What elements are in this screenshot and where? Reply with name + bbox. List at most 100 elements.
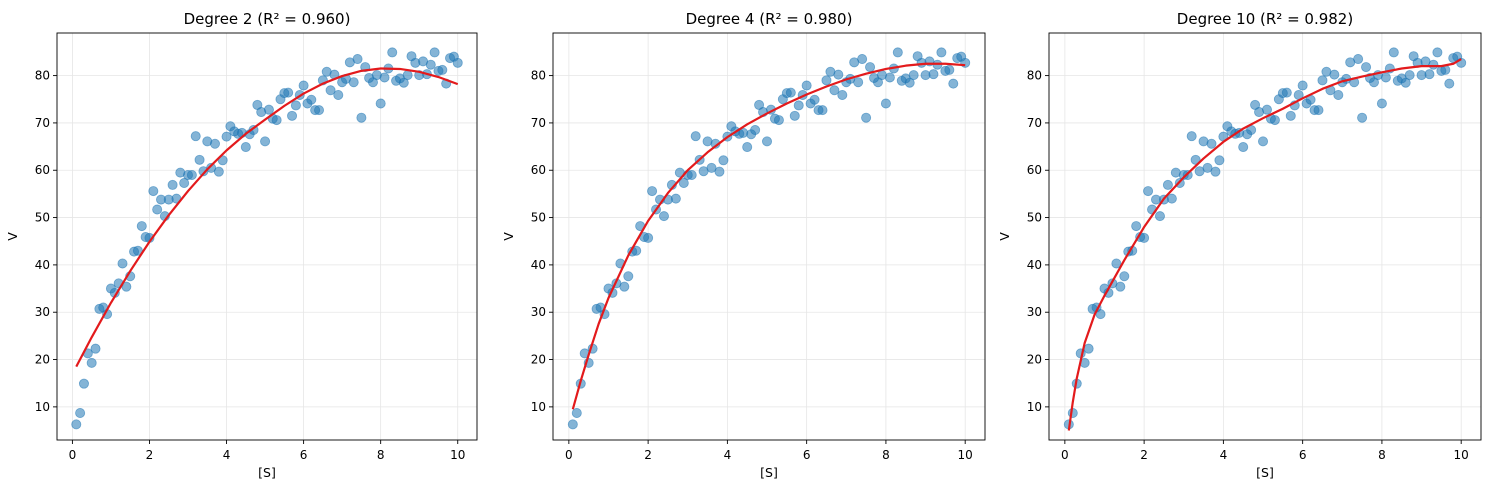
data-point	[1206, 138, 1217, 149]
data-point	[567, 419, 578, 430]
data-point	[452, 57, 463, 68]
fit-line	[75, 67, 459, 368]
data-point	[1258, 136, 1269, 147]
grid	[1049, 33, 1481, 440]
data-point	[1143, 186, 1154, 197]
data-point	[785, 87, 796, 98]
data-point	[90, 343, 101, 354]
data-point	[884, 72, 895, 83]
ticks: 0 2 4 6 8 10 10 20 30 40 50 60 70 80	[531, 69, 973, 462]
y-tick-label: 70	[531, 116, 546, 130]
x-tick-label: 4	[1220, 448, 1228, 462]
data-point	[348, 77, 359, 88]
data-point	[1190, 154, 1201, 165]
grid	[57, 33, 477, 440]
data-point	[209, 138, 220, 149]
data-point	[773, 115, 784, 126]
y-tick-label: 60	[531, 163, 546, 177]
data-point	[833, 69, 844, 80]
x-tick-label: 6	[1299, 448, 1307, 462]
data-point	[793, 100, 804, 111]
data-point	[240, 142, 251, 153]
data-point	[1111, 258, 1122, 269]
axes-frame	[56, 32, 478, 441]
y-tick-label: 80	[35, 69, 50, 83]
x-tick-label: 6	[803, 448, 811, 462]
data-point	[1202, 162, 1213, 173]
data-point	[706, 162, 717, 173]
data-point	[429, 47, 440, 58]
data-point	[857, 54, 868, 65]
data-point	[379, 72, 390, 83]
data-point	[837, 89, 848, 100]
data-point	[1210, 166, 1221, 177]
data-point	[375, 98, 386, 109]
data-point	[670, 193, 681, 204]
data-point	[287, 110, 298, 121]
data-point	[714, 166, 725, 177]
x-tick-label: 4	[724, 448, 732, 462]
data-point	[1166, 193, 1177, 204]
x-tick-label: 8	[1378, 448, 1386, 462]
data-point	[623, 271, 634, 282]
x-tick-label: 6	[300, 448, 308, 462]
data-point	[221, 131, 232, 142]
data-point	[437, 64, 448, 75]
data-point	[1404, 70, 1415, 81]
data-point	[1238, 142, 1249, 153]
y-tick-label: 70	[1027, 116, 1042, 130]
data-point	[314, 105, 325, 116]
y-tick-label: 20	[531, 353, 546, 367]
x-tick-label: 8	[377, 448, 385, 462]
data-point	[1424, 69, 1435, 80]
data-point	[1261, 104, 1272, 115]
subplot-degree-4: 0 2 4 6 8 10 10 20 30 40 50 60 70 80 Degree 4 (R² = 0…	[501, 10, 986, 480]
y-tick-label: 10	[1027, 400, 1042, 414]
data-point	[619, 281, 630, 292]
y-axis-label: V	[997, 232, 1012, 241]
data-point	[271, 115, 282, 126]
x-tick-label: 0	[69, 448, 77, 462]
fit-line	[1067, 58, 1462, 431]
data-point	[306, 94, 317, 105]
y-tick-label: 20	[1027, 353, 1042, 367]
fit-line	[571, 62, 966, 410]
data-point	[1388, 47, 1399, 58]
y-tick-label: 30	[531, 305, 546, 319]
data-point	[948, 78, 959, 89]
data-point	[789, 110, 800, 121]
x-axis-label: [S]	[760, 465, 778, 480]
y-tick-label: 50	[35, 211, 50, 225]
y-tick-label: 30	[1027, 305, 1042, 319]
chart-title: Degree 2 (R² = 0.960)	[184, 10, 351, 28]
y-tick-label: 50	[531, 211, 546, 225]
y-tick-label: 80	[531, 69, 546, 83]
scatter-series	[567, 47, 971, 430]
y-tick-label: 40	[531, 258, 546, 272]
x-tick-label: 10	[1454, 448, 1469, 462]
y-tick-label: 20	[35, 353, 50, 367]
grid	[553, 33, 985, 440]
data-point	[1361, 62, 1372, 73]
data-point	[217, 155, 228, 166]
chart-title: Degree 10 (R² = 0.982)	[1177, 10, 1353, 28]
data-point	[762, 136, 773, 147]
data-point	[686, 169, 697, 180]
data-point	[861, 112, 872, 123]
data-point	[1329, 69, 1340, 80]
data-point	[1162, 179, 1173, 190]
data-point	[801, 80, 812, 91]
y-axis-label: V	[5, 232, 20, 241]
data-point	[1214, 155, 1225, 166]
data-point	[936, 47, 947, 58]
data-point	[1444, 78, 1455, 89]
data-point	[1317, 75, 1328, 86]
data-point	[1154, 211, 1165, 222]
data-point	[809, 94, 820, 105]
y-tick-label: 60	[35, 163, 50, 177]
data-point	[1428, 59, 1439, 70]
y-tick-label: 70	[35, 116, 50, 130]
data-point	[944, 64, 955, 75]
data-point	[283, 87, 294, 98]
data-point	[333, 89, 344, 100]
